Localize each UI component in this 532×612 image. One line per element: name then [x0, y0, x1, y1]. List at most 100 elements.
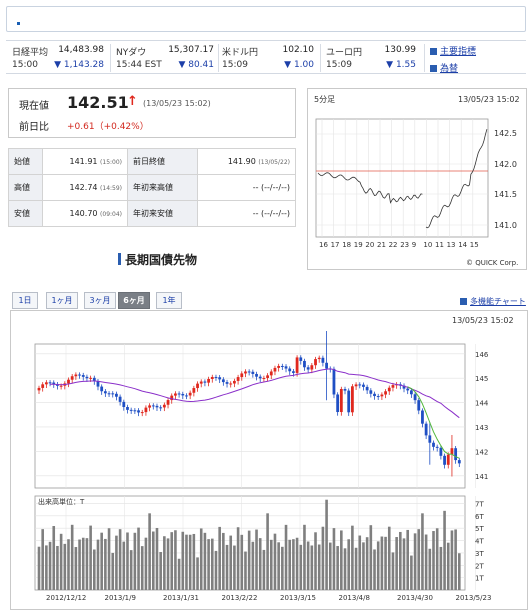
main-chart-timestamp: 13/05/23 15:02 — [452, 316, 514, 325]
volume-bar — [266, 513, 269, 590]
current-price-value: 142.51 — [67, 93, 129, 112]
candle-body — [78, 374, 81, 376]
up-arrow-icon: ↑ — [127, 94, 138, 109]
intraday-x-tick: 11 — [435, 241, 444, 249]
candle-body — [450, 448, 454, 455]
stat-value: -- (--/--/--) — [197, 174, 296, 201]
candle-body — [321, 357, 325, 363]
ticker-nikkei[interactable]: 日経平均 14,483.98 15:00 ▼ 1,143.28 — [12, 45, 104, 70]
table-row: 高値 142.74 (14:59) 年初来高値 -- (--/--/--) — [8, 174, 296, 201]
multi-chart-link[interactable]: 多機能チャート — [460, 296, 526, 307]
volume-bar — [240, 534, 244, 590]
volume-bar — [207, 539, 210, 590]
volume-bar — [118, 529, 122, 590]
date-tick: 2013/4/30 — [397, 594, 433, 602]
stat-time: (09:04) — [100, 211, 123, 218]
volume-bar — [380, 536, 384, 590]
volume-bar — [391, 552, 395, 590]
price-tick: 142 — [475, 448, 488, 456]
tab-1d[interactable]: 1日 — [12, 292, 38, 309]
volume-bar — [140, 546, 144, 590]
price-tick: 145 — [475, 375, 488, 383]
volume-bar — [159, 552, 162, 590]
intraday-x-ticks: 16 17 18 19 20 21 22 23 9 10 11 13 14 15 — [319, 241, 479, 249]
volume-bar — [439, 546, 443, 590]
volume-bar — [314, 532, 317, 590]
volume-bar — [295, 537, 299, 590]
candle-body — [151, 405, 155, 407]
candle-body — [376, 396, 380, 398]
candle-body — [199, 381, 203, 384]
volume-bar — [115, 535, 118, 590]
ticker-value: 102.10 — [282, 45, 315, 55]
link-square-icon — [430, 65, 437, 72]
volume-bar — [321, 526, 325, 590]
candle-body — [44, 382, 48, 385]
table-row: 始値 141.91 (15:00) 前日終値 141.90 (13/05/22) — [8, 148, 296, 175]
volume-bar — [325, 499, 328, 590]
candle-body — [284, 366, 288, 369]
volume-bar — [336, 546, 339, 590]
volume-bar — [343, 548, 347, 590]
stat-label: 年初来安値 — [127, 200, 199, 227]
tab-6m[interactable]: 6ヶ月 — [118, 292, 150, 309]
tab-3m[interactable]: 3ヶ月 — [84, 292, 116, 309]
ticker-change: ▼ 1,143.28 — [54, 60, 104, 70]
volume-bar — [52, 526, 56, 590]
candle-body — [391, 385, 395, 388]
date-tick: 2013/1/9 — [105, 594, 136, 602]
volume-bar — [332, 528, 336, 590]
volume-bar — [262, 549, 266, 590]
ticker-change: ▼ 1.55 — [386, 60, 416, 70]
candle-body — [295, 357, 299, 373]
indices-link[interactable]: 主要指標 — [440, 47, 477, 57]
current-price-label: 現在値 — [19, 101, 49, 112]
tab-1y[interactable]: 1年 — [156, 292, 182, 309]
candle-body — [37, 387, 41, 391]
date-tick: 2013/1/31 — [163, 594, 199, 602]
volume-bar — [188, 534, 192, 590]
volume-bar — [410, 555, 413, 590]
volume-bar — [137, 527, 140, 590]
volume-bar — [225, 544, 229, 590]
date-tick: 2013/5/23 — [456, 594, 492, 602]
ticker-usdjpy[interactable]: 米ドル円 102.10 15:09 ▼ 1.00 — [222, 45, 315, 70]
candle-body — [148, 405, 152, 408]
volume-bar — [269, 539, 273, 590]
intraday-x-tick: 14 — [458, 241, 467, 249]
volume-bar — [104, 538, 107, 590]
volume-bar — [281, 546, 284, 590]
ticker-name: 米ドル円 — [222, 48, 259, 58]
volume-tick: 1T — [475, 575, 484, 583]
intraday-price-line — [317, 129, 488, 229]
volume-bar — [310, 545, 314, 590]
candle-body — [277, 365, 281, 368]
ticker-nydow[interactable]: NYダウ 15,307.17 15:44 EST ▼ 80.41 — [116, 45, 214, 70]
candle-body — [100, 386, 104, 392]
link-square-icon — [430, 48, 437, 55]
volume-bar — [303, 524, 306, 590]
volume-bar — [417, 529, 421, 590]
current-price-box: 現在値 142.51 ↑ (13/05/23 15:02) 前日比 +0.61（… — [8, 88, 296, 138]
candle-body — [41, 384, 45, 388]
volume-bar — [163, 536, 166, 590]
candle-body — [314, 359, 317, 366]
volume-bar — [347, 539, 351, 590]
price-grid — [35, 344, 476, 488]
volume-bar — [351, 525, 354, 590]
volume-bar — [210, 538, 214, 590]
fx-link[interactable]: 為替 — [440, 64, 459, 74]
candle-body — [118, 396, 122, 402]
volume-bar — [67, 539, 70, 590]
candle-body — [336, 394, 340, 413]
ticker-eurjpy[interactable]: ユーロ円 130.99 15:09 ▼ 1.55 — [326, 45, 416, 70]
volume-bar — [421, 513, 424, 590]
volume-bar — [354, 547, 358, 590]
top-search-bar[interactable] — [6, 6, 526, 32]
stat-value: 141.91 (15:00) — [41, 148, 129, 175]
candle-body — [185, 395, 188, 397]
tab-1m[interactable]: 1ヶ月 — [46, 292, 78, 309]
intraday-x-tick: 16 — [319, 241, 328, 249]
ticker-time: 15:09 — [326, 60, 352, 70]
candle-body — [273, 367, 277, 372]
